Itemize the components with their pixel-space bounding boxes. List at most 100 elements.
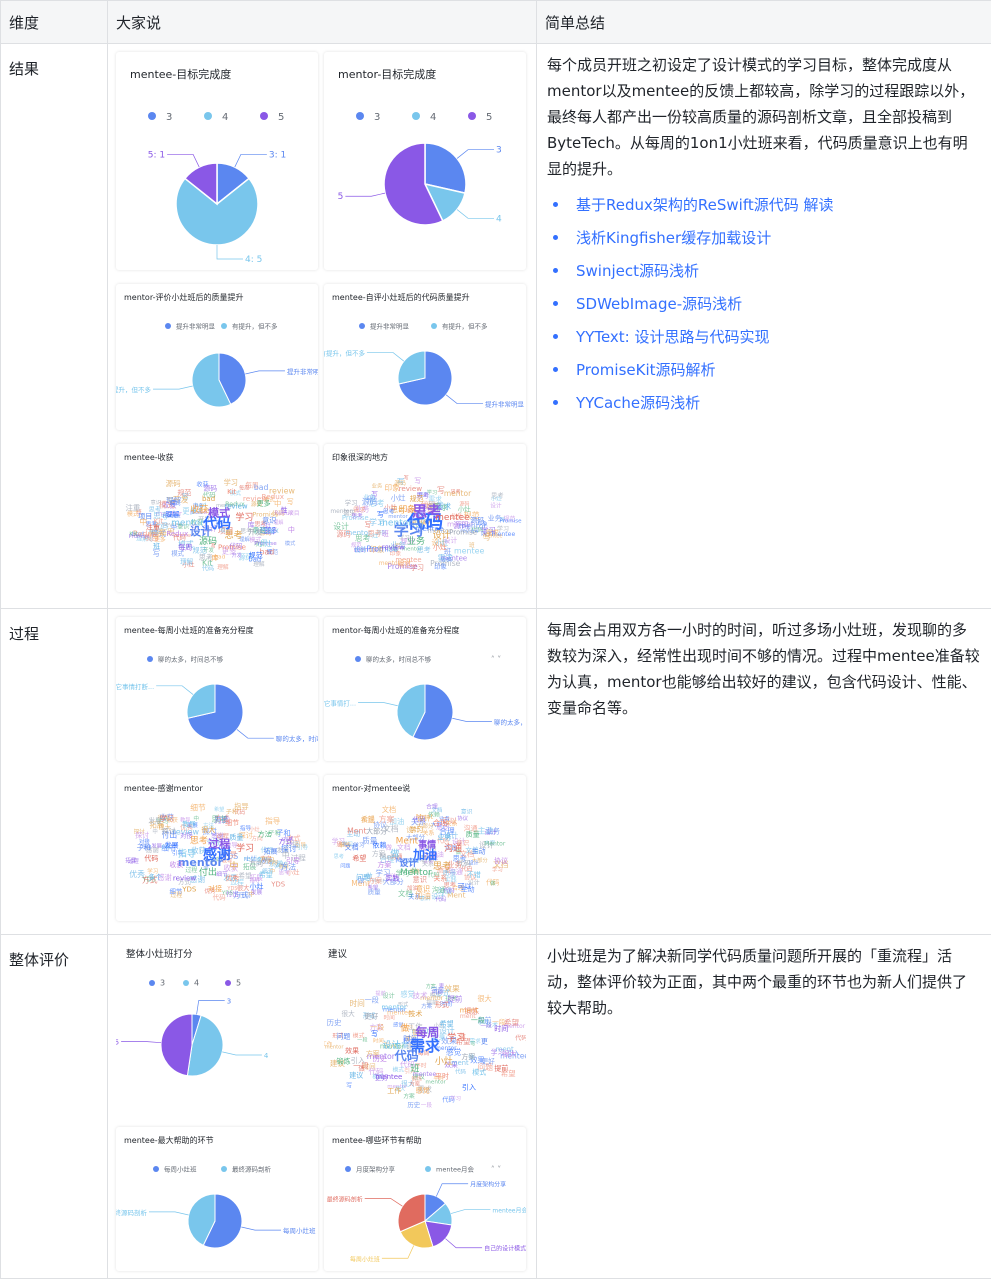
slice-label: 有提升，但不多: [324, 348, 365, 357]
link-text[interactable]: YYText: 设计思路与代码实现: [576, 327, 770, 346]
article-link[interactable]: Swinject源码浅析: [547, 254, 981, 287]
cloud-word: mentor: [367, 1052, 396, 1061]
chart-card[interactable]: mentor-目标完成度 3 4 5 3 4 5: [324, 52, 526, 270]
cloud-word: mentor: [379, 519, 412, 529]
cloud-word: mentor: [345, 528, 371, 537]
link-text[interactable]: SDWebImage-源码浅析: [576, 294, 743, 313]
cloud-word: 探讨: [239, 830, 253, 839]
pie-slice[interactable]: [183, 162, 218, 206]
pie-slice[interactable]: [186, 683, 216, 719]
cloud-word: 业务: [407, 535, 425, 547]
slice-label: 被其它事情打断...: [116, 682, 154, 691]
pie-slice[interactable]: [218, 352, 247, 405]
cloud-word: 更多: [264, 526, 278, 535]
pie-slice[interactable]: [396, 683, 426, 738]
chart-card[interactable]: mentee-最大帮助的环节每周小灶班最终源码剖析每周小灶班最终源码剖析: [116, 1127, 318, 1271]
cloud-word: 平时: [433, 1074, 444, 1082]
cloud-word: 写: [166, 497, 173, 505]
wordcloud-card[interactable]: 印象很深的地方 印象 规范 源码班源码写代码 设计 学习 业务写业务 印象 设计 Promise 写…: [324, 444, 526, 592]
wordcloud-card[interactable]: mentee-收获 思考 模式 收获 意识 bad 项目 项目 更多 理解 mentor 模式 理解写理…: [116, 444, 318, 592]
cloud-word: 模式: [208, 506, 230, 520]
cloud-word: 代码: [486, 877, 500, 886]
chart-card[interactable]: mentee-哪些环节有帮助 月度架构分享 mentee月会 ˄ ˅ 月度架构分享 men…: [324, 1127, 526, 1271]
link-text[interactable]: Swinject源码浅析: [576, 261, 699, 280]
chart-card[interactable]: mentee-目标完成度 3 4 5 3: 1 4: 5 5: 1: [116, 52, 318, 270]
chart-card[interactable]: mentee-自评小灶班后的代码质量提升提升非常明显有提升，但不多提升非常明显有…: [324, 284, 526, 430]
cloud-word: 方式: [233, 889, 249, 899]
pie-slice[interactable]: [399, 1220, 434, 1249]
cloud-word: 发展: [261, 858, 273, 866]
pie-slice[interactable]: [175, 177, 259, 246]
wordcloud-card[interactable]: mentor-对mentee说 思考 质量 设计 大部分 方案 业务做 Ment Ment 文档做…: [324, 775, 526, 921]
cloud-word: 方法: [203, 821, 215, 829]
cloud-word: 意识: [419, 894, 430, 902]
cloud-word: 探讨: [134, 827, 145, 835]
pie-slice[interactable]: [202, 1193, 243, 1249]
cloud-word: 小灶: [434, 1021, 444, 1029]
cloud-word: Promise: [430, 559, 461, 568]
cloud-word: 代码: [202, 515, 231, 532]
chart-card[interactable]: mentor-评价小灶班后的质量提升提升非常明显有提升，但不多提升非常明显有提升…: [116, 284, 318, 430]
link-text[interactable]: YYCache源码浅析: [576, 393, 701, 412]
link-text[interactable]: PromiseKit源码解析: [576, 360, 716, 379]
cloud-word: 班: [382, 529, 389, 538]
cloud-word: 希望: [361, 815, 375, 824]
cloud-word: 思考: [383, 508, 395, 516]
cloud-word: 设计: [333, 521, 349, 531]
cloud-word: 付出: [199, 866, 217, 878]
cloud-word: 方案: [368, 876, 382, 885]
link-text[interactable]: 基于Redux架构的ReSwift源代码 解读: [576, 195, 834, 214]
article-link[interactable]: SDWebImage-源码浅析: [547, 287, 981, 320]
slice-label: 每周小灶班: [350, 1255, 380, 1263]
pie-slice[interactable]: [397, 1193, 426, 1233]
cloud-word: 技术: [486, 1021, 498, 1029]
cloud-word: 班: [267, 548, 272, 555]
cloud-word: 设计: [479, 839, 495, 849]
cloud-word: 模式: [430, 991, 442, 999]
slice-label: 自己的设计模式...: [484, 1245, 526, 1253]
cloud-word: 不错: [467, 870, 481, 879]
pie-slice[interactable]: [160, 1013, 193, 1077]
article-link[interactable]: PromiseKit源码解析: [547, 353, 981, 386]
pie-slice[interactable]: [412, 683, 454, 741]
cloud-word: bad: [259, 547, 274, 556]
cloud-word: 模式: [285, 539, 296, 547]
chart-title: 整体小灶班打分: [126, 948, 193, 960]
cloud-word: 提前: [412, 1027, 426, 1036]
cloud-word: 收获: [166, 816, 178, 824]
article-link[interactable]: 基于Redux架构的ReSwift源代码 解读: [547, 188, 981, 221]
chart-card[interactable]: 整体小灶班打分 3 4 5 3 4 5: [115, 943, 318, 1119]
chart-title: mentor-每周小灶班的准备充分程度: [332, 625, 459, 635]
cloud-word: 感谢: [190, 874, 206, 884]
cloud-word: 问题: [340, 863, 350, 870]
cloud-word: 希望: [456, 1036, 471, 1046]
pie-slice[interactable]: [397, 350, 426, 385]
pie-slice[interactable]: [191, 352, 232, 408]
link-text[interactable]: 浅析Kingfisher缓存加载设计: [576, 228, 772, 247]
wordcloud-card[interactable]: mentee-感谢mentor 细节 小灶 拓展 探讨 过程 代码中引导 对接 探讨 review…: [116, 775, 318, 921]
charts-cell: 整体小灶班打分345345 建议技术一段更好mentor感觉做方案时间提前方案m…: [107, 934, 537, 1279]
article-link[interactable]: YYText: 设计思路与代码实现: [547, 320, 981, 353]
cloud-word: 锻炼: [464, 1006, 479, 1015]
cloud-word: 关系: [411, 816, 427, 826]
cloud-word: 一段: [492, 1018, 506, 1027]
cloud-word: 一段: [353, 1060, 369, 1070]
article-link[interactable]: YYCache源码浅析: [547, 386, 981, 419]
pie-slice[interactable]: [424, 142, 467, 195]
cloud-word: 中: [139, 517, 147, 527]
cloud-word: 对接: [180, 831, 193, 840]
cloud-word: 业务: [488, 513, 502, 522]
pie-slice[interactable]: [383, 142, 444, 226]
cloud-word: 代码: [368, 1066, 384, 1076]
cloud-word: 协议: [457, 814, 468, 822]
cloud-word: 多个: [148, 872, 162, 881]
cloud-word: 中: [274, 499, 281, 508]
pie-slice[interactable]: [187, 1193, 216, 1246]
cloud-word: 小灶: [435, 1055, 453, 1067]
wordcloud-card[interactable]: 建议 技术 一段 更好 mentor 感觉做方案 时间 提前 方案 mentor 希望 效果 mente…: [321, 943, 529, 1119]
chart-title: mentee-哪些环节有帮助: [332, 1135, 422, 1145]
cloud-word: 学习: [427, 488, 437, 496]
article-link[interactable]: 浅析Kingfisher缓存加载设计: [547, 221, 981, 254]
